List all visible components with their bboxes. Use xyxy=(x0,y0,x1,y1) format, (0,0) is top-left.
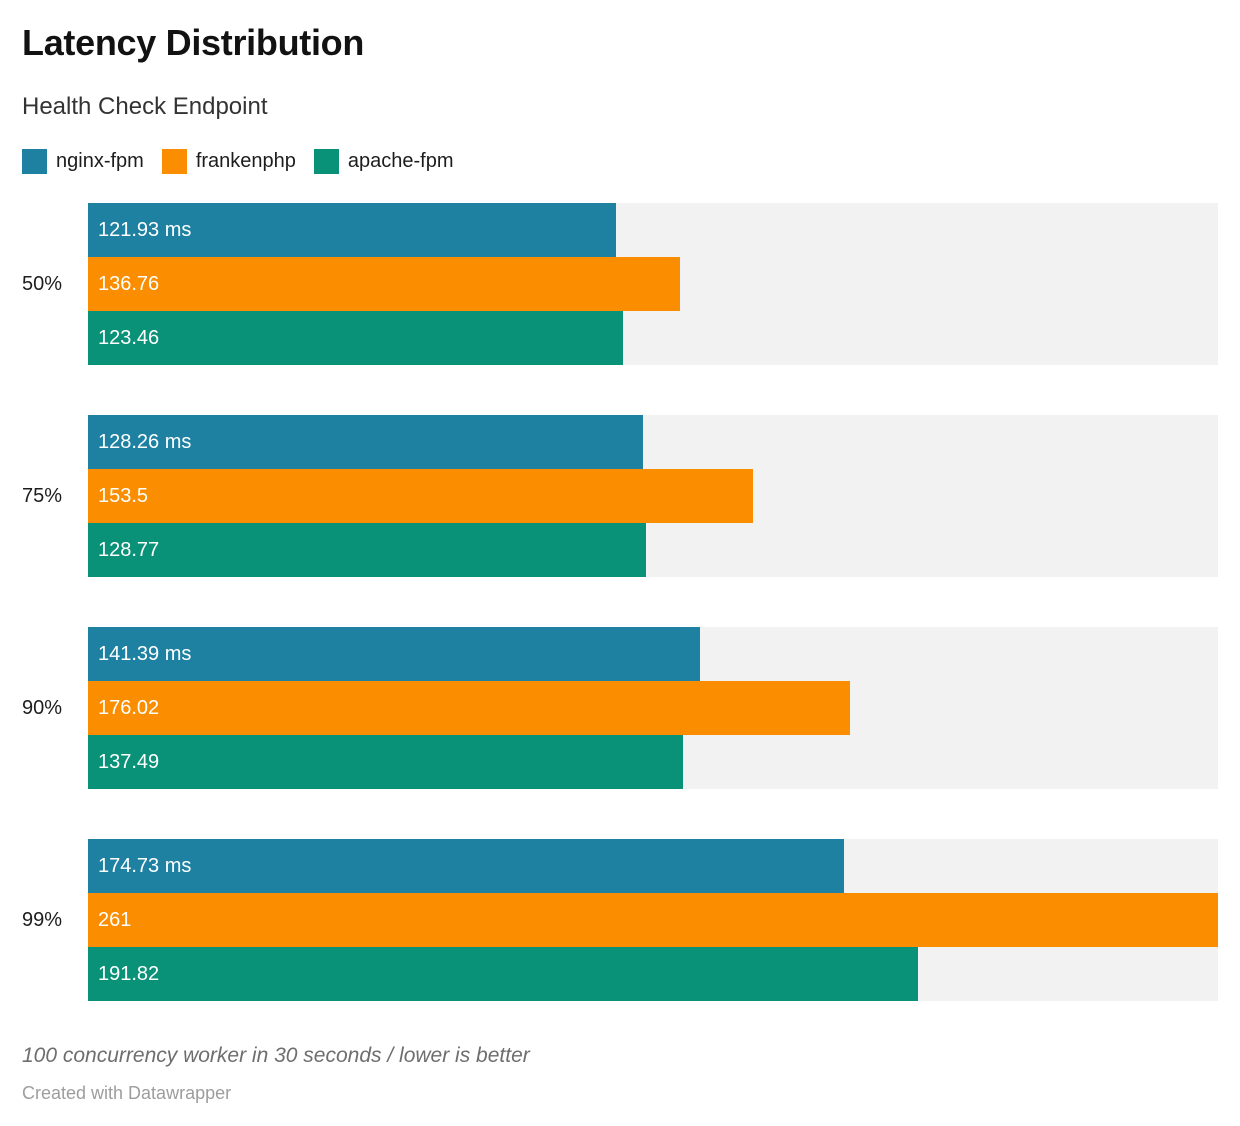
datawrapper-credit[interactable]: Created with Datawrapper xyxy=(22,1083,232,1103)
bar-nginx-fpm-50%: 121.93 ms xyxy=(88,203,616,257)
bar-group-50%: 50% 121.93 ms 136.76 123.46 xyxy=(22,203,1218,365)
legend-label: apache-fpm xyxy=(347,150,454,172)
bar-track: 121.93 ms 136.76 123.46 xyxy=(88,203,1218,365)
bar-apache-fpm-75%: 128.77 xyxy=(88,523,646,577)
bar-value-label: 191.82 xyxy=(98,962,160,985)
bar-frankenphp-75%: 153.5 xyxy=(88,469,753,523)
bar-value-label: 137.49 xyxy=(98,750,160,773)
bar-value-label: 174.73 ms xyxy=(98,854,192,877)
bar-frankenphp-99%: 261 xyxy=(88,893,1218,947)
bar-nginx-fpm-99%: 174.73 ms xyxy=(88,839,845,893)
legend-swatch-apache-fpm xyxy=(313,149,339,174)
chart-title: Latency Distribution xyxy=(22,22,365,63)
legend-item-frankenphp: frankenphp xyxy=(161,149,296,174)
legend: nginx-fpm frankenphp apache-fpm xyxy=(22,149,1218,174)
legend-swatch-frankenphp xyxy=(161,149,187,174)
bar-group-99%: 99% 174.73 ms 261 191.82 xyxy=(22,839,1218,1001)
bar-track: 128.26 ms 153.5 128.77 xyxy=(88,415,1218,577)
category-label: 90% xyxy=(22,696,63,719)
legend-swatch-nginx-fpm xyxy=(22,149,47,174)
footer-note: 100 concurrency worker in 30 seconds / l… xyxy=(22,1044,530,1067)
legend-item-nginx-fpm: nginx-fpm xyxy=(22,149,144,174)
bar-apache-fpm-50%: 123.46 xyxy=(88,311,623,365)
bar-nginx-fpm-75%: 128.26 ms xyxy=(88,415,644,469)
bar-group-75%: 75% 128.26 ms 153.5 128.77 xyxy=(22,415,1218,577)
bar-value-label: 128.77 xyxy=(98,538,160,561)
bar-value-label: 136.76 xyxy=(98,272,160,295)
legend-label: nginx-fpm xyxy=(56,150,144,172)
category-label: 75% xyxy=(22,484,63,507)
bar-group-90%: 90% 141.39 ms 176.02 137.49 xyxy=(22,627,1218,789)
category-label: 99% xyxy=(22,908,63,931)
bar-apache-fpm-90%: 137.49 xyxy=(88,735,684,789)
chart-subtitle: Health Check Endpoint xyxy=(22,93,268,120)
bar-track: 174.73 ms 261 191.82 xyxy=(88,839,1218,1001)
legend-item-apache-fpm: apache-fpm xyxy=(313,149,454,174)
bar-nginx-fpm-90%: 141.39 ms xyxy=(88,627,701,681)
bar-value-label: 128.26 ms xyxy=(98,430,192,453)
category-label: 50% xyxy=(22,272,63,295)
bar-value-label: 123.46 xyxy=(98,326,160,349)
bar-value-label: 261 xyxy=(98,908,132,931)
bar-frankenphp-50%: 136.76 xyxy=(88,257,681,311)
bar-frankenphp-90%: 176.02 xyxy=(88,681,851,735)
bar-value-label: 176.02 xyxy=(98,696,160,719)
bar-apache-fpm-99%: 191.82 xyxy=(88,947,919,1001)
bar-track: 141.39 ms 176.02 137.49 xyxy=(88,627,1218,789)
legend-label: frankenphp xyxy=(195,150,296,172)
bar-value-label: 121.93 ms xyxy=(98,218,192,241)
bar-value-label: 153.5 xyxy=(98,484,149,507)
bar-chart: 50% 121.93 ms 136.76 123.46 75% 128.26 ms 153.… xyxy=(22,203,1218,1001)
bar-value-label: 141.39 ms xyxy=(98,642,192,665)
